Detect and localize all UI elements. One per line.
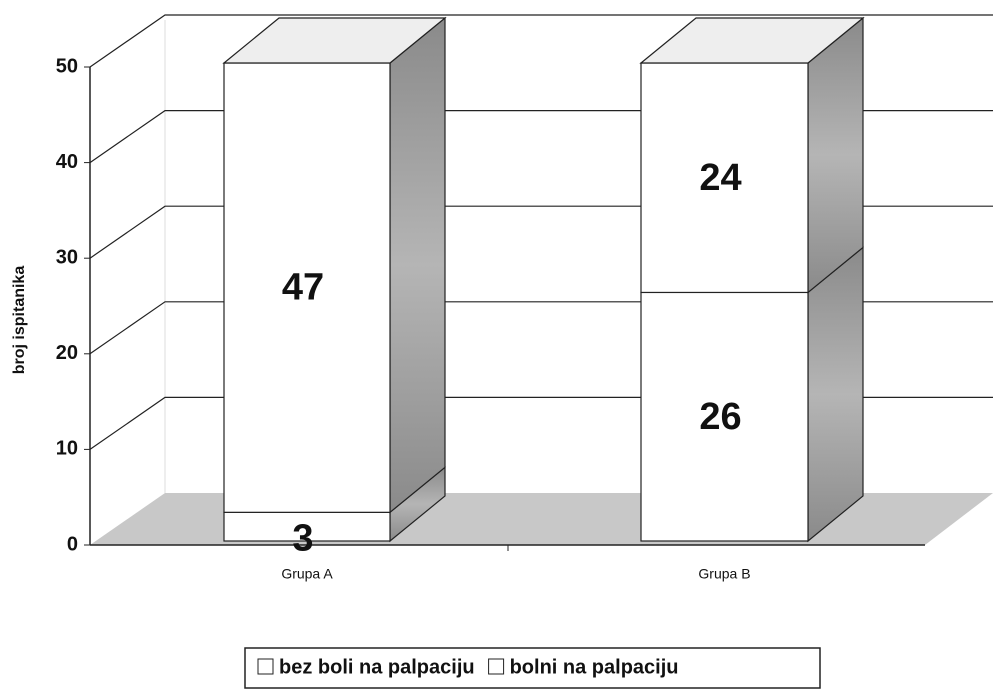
legend-box xyxy=(244,647,821,689)
y-tick-label: 30 xyxy=(56,246,78,268)
y-tick-label: 10 xyxy=(56,438,78,460)
data-label: 24 xyxy=(699,157,741,199)
y-tick-label: 50 xyxy=(56,55,78,77)
bar xyxy=(223,511,391,542)
bar-top xyxy=(222,17,447,64)
y-tick-label: 20 xyxy=(56,342,78,364)
bar-side xyxy=(807,246,864,543)
legend-label: bez boli na palpaciju xyxy=(279,656,475,678)
bar xyxy=(640,291,809,542)
bar xyxy=(223,62,391,513)
x-tick-label: Grupa B xyxy=(698,566,750,582)
legend-swatch xyxy=(257,658,274,675)
bar-side xyxy=(807,16,864,294)
legend-label: bolni na palpaciju xyxy=(510,656,679,678)
y-axis-label: broj ispitanika xyxy=(11,266,28,375)
grid-line xyxy=(89,14,993,68)
x-tick-label: Grupa A xyxy=(281,566,333,582)
bar xyxy=(640,62,809,294)
y-tick-label: 40 xyxy=(56,151,78,173)
bar-top xyxy=(639,17,865,64)
legend-swatch xyxy=(488,658,505,675)
data-label: 47 xyxy=(282,267,324,309)
bar-side xyxy=(389,16,446,514)
data-label: 3 xyxy=(292,518,313,560)
data-label: 26 xyxy=(699,396,741,438)
y-tick-label: 0 xyxy=(67,533,78,555)
